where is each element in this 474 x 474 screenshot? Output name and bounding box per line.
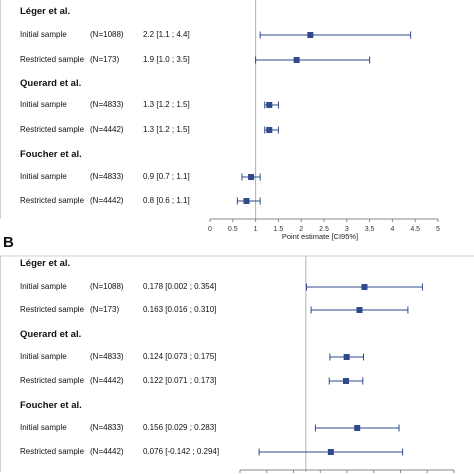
row-label: Restricted sample bbox=[20, 55, 85, 64]
row-estimate-text: 0.8 [0.6 ; 1.1] bbox=[143, 196, 190, 205]
row-label: Initial sample bbox=[20, 352, 67, 361]
row-label: Initial sample bbox=[20, 100, 67, 109]
point-estimate-marker bbox=[266, 127, 273, 133]
point-estimate-marker bbox=[343, 354, 350, 360]
point-estimate-marker bbox=[327, 449, 334, 455]
point-estimate-marker bbox=[356, 307, 363, 313]
row-sample-size: (N=4833) bbox=[90, 172, 124, 181]
row-estimate-text: 0.122 [0.071 ; 0.173] bbox=[143, 376, 217, 385]
x-tick-label: 4.5 bbox=[410, 226, 420, 233]
group-title: Léger et al. bbox=[20, 258, 71, 269]
row-estimate-text: 0.163 [0.016 ; 0.310] bbox=[143, 305, 217, 314]
row-estimate-text: 1.9 [1.0 ; 3.5] bbox=[143, 55, 190, 64]
group-title: Foucher et al. bbox=[20, 400, 82, 411]
x-tick-label: 2.5 bbox=[319, 226, 329, 233]
row-sample-size: (N=4833) bbox=[90, 352, 124, 361]
x-tick-label: 2 bbox=[299, 226, 303, 233]
point-estimate-marker bbox=[354, 425, 361, 431]
row-estimate-text: 2.2 [1.1 ; 4.4] bbox=[143, 30, 190, 39]
point-estimate-marker bbox=[361, 284, 368, 290]
row-sample-size: (N=173) bbox=[90, 305, 120, 314]
group-title: Foucher et al. bbox=[20, 149, 82, 160]
x-axis-label: Point estimate [CI95%] bbox=[282, 232, 358, 241]
point-estimate-marker bbox=[343, 378, 350, 384]
row-label: Restricted sample bbox=[20, 447, 85, 456]
group-title: Querard et al. bbox=[20, 329, 82, 340]
x-tick-label: 0 bbox=[208, 226, 212, 233]
row-label: Initial sample bbox=[20, 423, 67, 432]
row-sample-size: (N=4442) bbox=[90, 196, 124, 205]
row-label: Initial sample bbox=[20, 282, 67, 291]
row-estimate-text: 0.178 [0.002 ; 0.354] bbox=[143, 282, 217, 291]
point-estimate-marker bbox=[248, 174, 255, 180]
x-tick-label: 0.5 bbox=[228, 226, 238, 233]
point-estimate-marker bbox=[293, 57, 300, 63]
row-estimate-text: 0.124 [0.073 ; 0.175] bbox=[143, 352, 217, 361]
point-estimate-marker bbox=[243, 198, 250, 204]
row-sample-size: (N=4833) bbox=[90, 100, 124, 109]
row-sample-size: (N=173) bbox=[90, 55, 120, 64]
row-label: Initial sample bbox=[20, 30, 67, 39]
row-estimate-text: 1.3 [1.2 ; 1.5] bbox=[143, 125, 190, 134]
row-sample-size: (N=1088) bbox=[90, 30, 124, 39]
row-label: Restricted sample bbox=[20, 196, 85, 205]
x-tick-label: 5 bbox=[436, 226, 440, 233]
row-estimate-text: 0.076 [-0.142 ; 0.294] bbox=[143, 447, 220, 456]
row-estimate-text: 1.3 [1.2 ; 1.5] bbox=[143, 100, 190, 109]
row-label: Initial sample bbox=[20, 172, 67, 181]
row-estimate-text: 0.9 [0.7 ; 1.1] bbox=[143, 172, 190, 181]
point-estimate-marker bbox=[307, 32, 314, 38]
row-estimate-text: 0.156 [0.029 ; 0.283] bbox=[143, 423, 217, 432]
row-sample-size: (N=4833) bbox=[90, 423, 124, 432]
group-title: Querard et al. bbox=[20, 78, 82, 89]
row-label: Restricted sample bbox=[20, 305, 85, 314]
x-tick-label: 3.5 bbox=[365, 226, 375, 233]
x-tick-label: 4 bbox=[390, 226, 394, 233]
row-sample-size: (N=1088) bbox=[90, 282, 124, 291]
group-title: Léger et al. bbox=[20, 6, 71, 17]
x-tick-label: 1.5 bbox=[274, 226, 284, 233]
row-sample-size: (N=4442) bbox=[90, 447, 124, 456]
row-sample-size: (N=4442) bbox=[90, 376, 124, 385]
panel-letter: B bbox=[3, 234, 14, 251]
x-tick-label: 1 bbox=[254, 226, 258, 233]
row-label: Restricted sample bbox=[20, 125, 85, 134]
point-estimate-marker bbox=[266, 102, 273, 108]
row-label: Restricted sample bbox=[20, 376, 85, 385]
row-sample-size: (N=4442) bbox=[90, 125, 124, 134]
x-tick-label: 3 bbox=[345, 226, 349, 233]
